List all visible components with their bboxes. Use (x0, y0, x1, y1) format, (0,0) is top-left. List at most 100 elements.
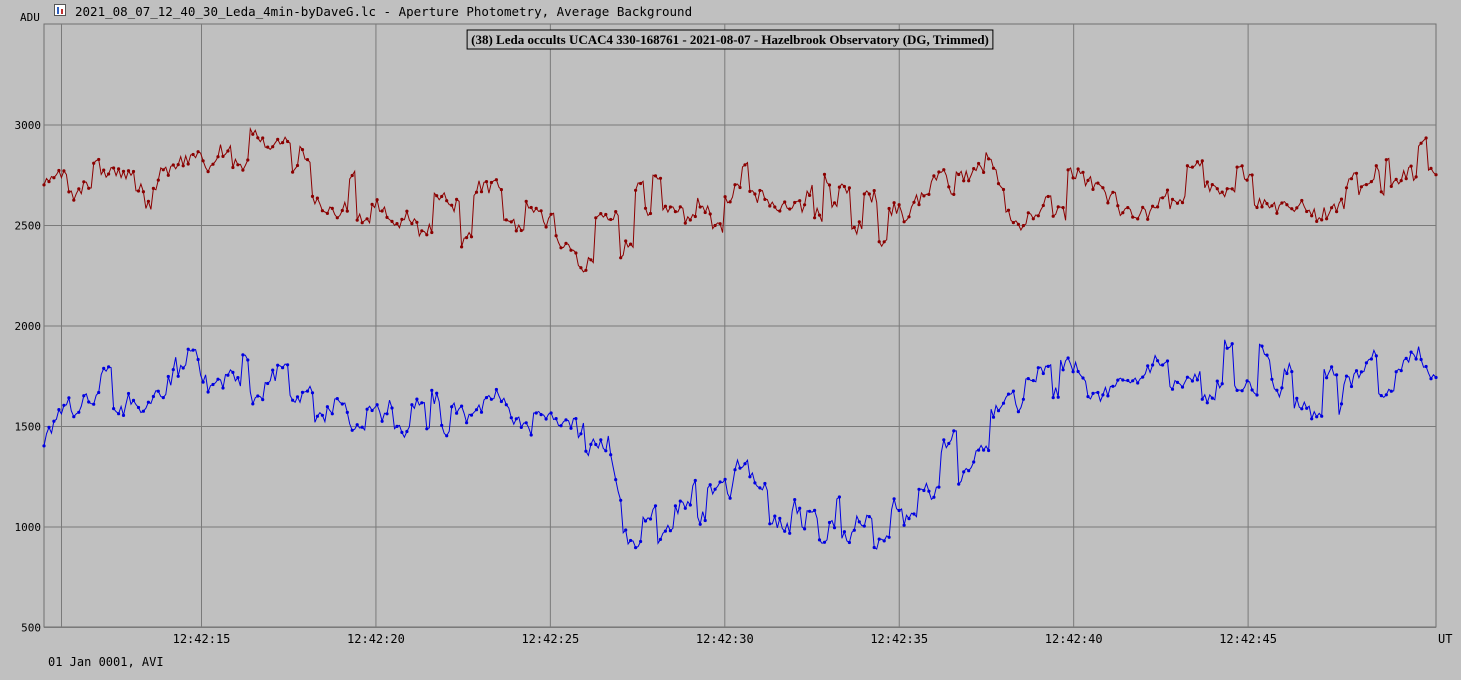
data-point (822, 172, 827, 176)
data-point (658, 537, 663, 542)
data-point (882, 240, 886, 244)
data-point (465, 421, 469, 425)
data-point (723, 477, 727, 481)
data-point (390, 219, 394, 223)
data-point (827, 520, 832, 525)
data-point (1215, 187, 1219, 191)
data-point (1325, 217, 1329, 221)
data-point (1121, 378, 1125, 382)
data-point (862, 192, 866, 196)
data-point (300, 148, 305, 152)
data-point (549, 411, 553, 415)
title-frame (466, 29, 994, 50)
data-point (77, 410, 81, 414)
data-point (758, 188, 762, 193)
data-point (842, 530, 847, 534)
data-point (251, 132, 255, 136)
data-point (1389, 389, 1393, 393)
data-point (927, 192, 931, 196)
data-point (291, 398, 295, 402)
data-point (544, 417, 548, 421)
data-point (1180, 385, 1185, 389)
data-point (226, 373, 230, 377)
data-point (569, 426, 573, 430)
data-point (768, 522, 772, 526)
data-point (693, 214, 697, 219)
data-point (435, 391, 439, 395)
data-point (1240, 389, 1244, 393)
data-point (291, 170, 295, 174)
x-tick-label: 12:42:45 (1219, 632, 1277, 646)
data-point (400, 217, 404, 221)
data-point (937, 170, 941, 174)
data-point (430, 388, 434, 392)
data-point (1374, 164, 1378, 168)
data-point (549, 212, 553, 216)
data-point (489, 397, 493, 401)
x-tick-label: 12:42:20 (347, 632, 405, 646)
data-point (957, 482, 961, 486)
data-point (688, 218, 692, 222)
data-point (783, 529, 787, 533)
data-point (1240, 164, 1244, 168)
data-point (410, 403, 414, 407)
data-point (678, 499, 682, 503)
data-point (420, 229, 424, 233)
data-point (131, 398, 136, 402)
data-point (300, 390, 305, 394)
data-point (1026, 211, 1030, 215)
data-point (803, 203, 807, 207)
data-point (599, 212, 603, 216)
data-point (1419, 357, 1423, 362)
data-point (1404, 177, 1408, 181)
data-point (360, 221, 364, 225)
data-point (1424, 136, 1428, 140)
data-point (509, 416, 513, 420)
data-point (57, 408, 61, 412)
data-point (803, 527, 807, 531)
data-point (902, 220, 906, 224)
data-point (479, 190, 484, 194)
data-point (972, 460, 976, 464)
data-point (276, 363, 280, 367)
data-point (663, 529, 668, 533)
data-point (867, 515, 871, 519)
data-point (887, 206, 891, 211)
data-point (842, 184, 847, 189)
data-point (1021, 397, 1025, 401)
data-point (1021, 224, 1025, 228)
data-point (1036, 366, 1040, 370)
data-point (708, 483, 712, 487)
data-point (1151, 363, 1155, 367)
data-point (365, 217, 369, 221)
data-point (315, 196, 319, 200)
data-point (1175, 380, 1180, 384)
data-point (1295, 206, 1299, 210)
data-point (1170, 387, 1175, 391)
x-tick-label: 12:42:40 (1045, 632, 1103, 646)
data-point (1270, 377, 1274, 381)
data-point (698, 522, 702, 526)
data-point (1041, 371, 1045, 376)
data-point (748, 475, 752, 479)
data-point (131, 169, 136, 174)
data-point (266, 381, 270, 386)
data-point (226, 149, 230, 153)
data-point (271, 145, 275, 149)
data-point (1384, 158, 1388, 162)
data-point (186, 162, 190, 166)
data-point (271, 368, 275, 372)
data-point (156, 178, 160, 182)
data-point (126, 391, 131, 396)
data-point (1011, 389, 1016, 393)
data-point (1305, 406, 1309, 410)
data-point (345, 410, 349, 414)
data-point (1116, 378, 1120, 382)
data-point (877, 240, 881, 244)
data-point (216, 377, 220, 381)
data-point (947, 185, 951, 189)
data-point (474, 408, 479, 412)
data-point (405, 429, 409, 434)
data-point (305, 389, 310, 393)
data-point (405, 209, 409, 213)
